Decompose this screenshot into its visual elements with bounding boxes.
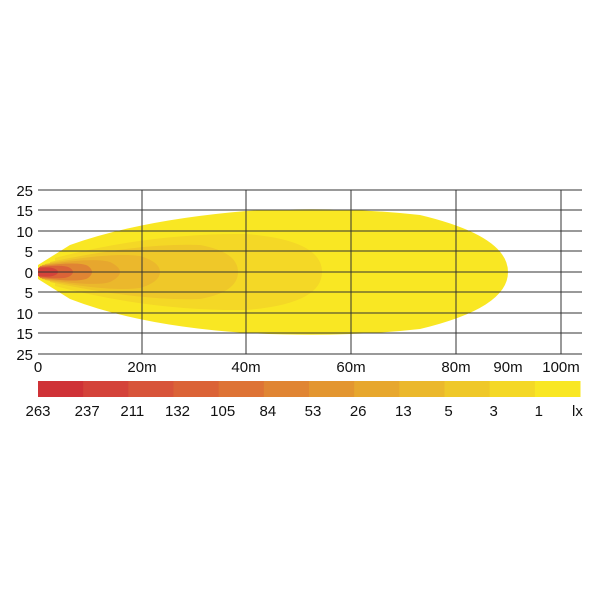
- legend-swatch-263: [38, 381, 84, 397]
- legend-swatch-105: [218, 381, 265, 397]
- legend-label: 3: [489, 403, 497, 420]
- legend-swatch-5: [444, 381, 491, 397]
- legend-label: 1: [535, 403, 543, 420]
- x-tick-label: 0: [34, 359, 42, 376]
- x-tick-label: 60m: [336, 359, 365, 376]
- x-tick-label: 40m: [231, 359, 260, 376]
- y-tick-label: 10: [16, 306, 33, 323]
- legend-unit: lx: [572, 403, 583, 420]
- y-tick-label: 15: [16, 203, 33, 220]
- x-tick-label: 90m: [493, 359, 522, 376]
- legend-swatch-53: [309, 381, 355, 397]
- x-tick-label: 100m: [542, 359, 580, 376]
- y-tick-label: 0: [25, 265, 33, 282]
- y-tick-label: 25: [16, 347, 33, 364]
- legend-swatch-84: [263, 381, 310, 397]
- legend-label: 84: [259, 403, 276, 420]
- y-tick-label: 5: [25, 285, 33, 302]
- legend-label: 13: [395, 403, 412, 420]
- legend-label: 132: [165, 403, 190, 420]
- lux-legend: 263 237 211 132 105 84 53 26 13 5 3 1: [25, 381, 581, 420]
- legend-label: 263: [25, 403, 50, 420]
- x-axis-labels: 0 20m 40m 60m 80m 90m 100m: [34, 359, 580, 376]
- y-tick-label: 10: [16, 224, 33, 241]
- legend-label: 105: [210, 403, 235, 420]
- legend-swatch-211: [128, 381, 174, 397]
- legend-swatch-3: [489, 381, 536, 397]
- y-tick-label: 25: [16, 183, 33, 200]
- legend-swatch-13: [399, 381, 445, 397]
- grid: [38, 189, 582, 355]
- legend-swatch-237: [83, 381, 129, 397]
- legend-label: 53: [305, 403, 322, 420]
- legend-label: 211: [120, 403, 144, 420]
- legend-label: 5: [444, 403, 452, 420]
- y-tick-label: 15: [16, 326, 33, 343]
- legend-swatch-26: [354, 381, 400, 397]
- legend-swatch-1: [534, 381, 581, 397]
- legend-label: 26: [350, 403, 367, 420]
- x-tick-label: 80m: [441, 359, 470, 376]
- x-tick-label: 20m: [127, 359, 156, 376]
- legend-label: 237: [75, 403, 100, 420]
- legend-swatch-132: [173, 381, 220, 397]
- y-tick-label: 5: [25, 244, 33, 261]
- y-axis-labels: 25 15 10 5 0 5 10 15 25: [16, 183, 33, 364]
